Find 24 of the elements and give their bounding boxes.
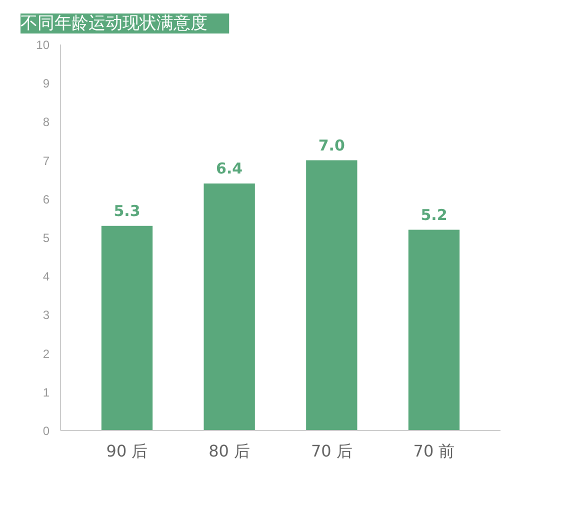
y-tick-label: 5: [42, 231, 50, 245]
y-tick-label: 7: [42, 154, 50, 168]
bar: [408, 230, 460, 430]
x-tick-label: 80 后: [208, 442, 250, 460]
y-tick-label: 4: [42, 270, 50, 284]
data-label: 7.0: [318, 136, 345, 154]
chart-title: 不同年龄运动现状满意度: [20, 14, 208, 34]
y-tick-label: 3: [42, 308, 50, 322]
y-tick-label: 1: [42, 385, 50, 400]
data-label: 6.4: [216, 159, 243, 178]
bar: [306, 160, 358, 430]
x-tick-label: 90 后: [106, 442, 148, 460]
bar: [101, 226, 153, 430]
y-tick-label: 6: [42, 192, 50, 206]
bar: [204, 183, 255, 430]
y-tick-label: 2: [42, 346, 50, 361]
x-tick-label: 70 后: [310, 442, 352, 460]
x-tick-label: 70 前: [413, 442, 455, 460]
data-label: 5.3: [114, 202, 140, 220]
data-label: 5.2: [420, 206, 448, 224]
y-tick-label: 9: [42, 76, 50, 91]
y-tick-label: 10: [36, 38, 50, 52]
y-tick-label: 0: [42, 424, 50, 438]
y-tick-label: 8: [42, 115, 50, 130]
